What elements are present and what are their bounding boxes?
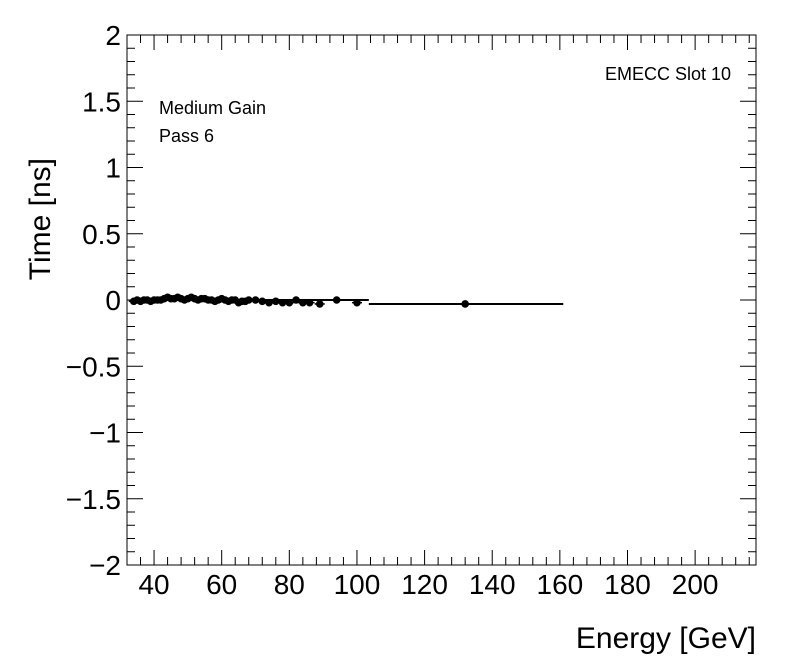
y-tick-label: 1 [105, 153, 121, 184]
x-axis-label: Energy [GeV] [576, 622, 756, 655]
data-point [305, 298, 314, 307]
x-tick-label: 160 [537, 569, 584, 600]
data-point [278, 298, 287, 307]
y-tick-label: −1.5 [66, 484, 121, 515]
x-tick-label: 180 [604, 569, 651, 600]
x-tick-label: 100 [334, 569, 381, 600]
data-point [461, 300, 469, 308]
data-point [315, 300, 324, 308]
y-tick-label: 0 [105, 285, 121, 316]
x-tick-label: 200 [672, 569, 719, 600]
y-tick-label: −1 [89, 418, 121, 449]
data-point [251, 296, 260, 304]
data-points [128, 293, 471, 308]
x-tick-label: 60 [206, 569, 237, 600]
data-point [271, 297, 280, 306]
data-point [353, 298, 361, 307]
x-tick-label: 120 [401, 569, 448, 600]
data-point [244, 296, 253, 304]
data-point [332, 296, 341, 304]
x-tick-label: 40 [138, 569, 169, 600]
data-point [258, 297, 267, 306]
y-tick-label: 1.5 [82, 86, 121, 117]
slot-annotation: EMECC Slot 10 [605, 64, 731, 84]
data-point [265, 298, 273, 307]
y-tick-label: −2 [89, 550, 121, 581]
x-tick-label: 140 [469, 569, 516, 600]
y-tick-label: 2 [105, 20, 121, 51]
axis-ticks [127, 34, 756, 566]
gain-annotation: Medium Gain [159, 98, 266, 118]
axis-tick-labels: 40 60 80 100 120 140 160 180 200 −2 −1.5 −1 −0.5 0 0.5… [66, 20, 719, 600]
pass-annotation: Pass 6 [159, 126, 214, 146]
y-axis-label: Time [ns] [24, 158, 57, 280]
x-tick-label: 80 [274, 569, 305, 600]
y-tick-label: 0.5 [82, 219, 121, 250]
y-tick-label: −0.5 [66, 351, 121, 382]
data-point [299, 298, 307, 307]
